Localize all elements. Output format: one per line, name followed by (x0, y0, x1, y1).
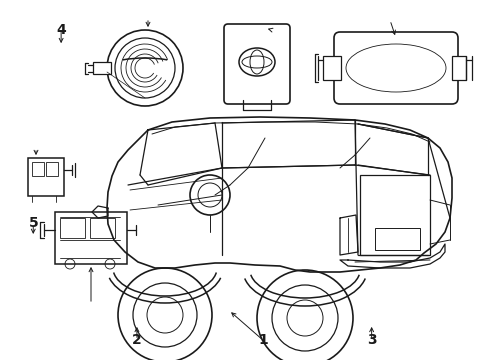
Bar (451, 56, 465, 80)
Bar (46, 162, 58, 176)
Bar (93, 62, 111, 74)
FancyBboxPatch shape (333, 32, 457, 104)
Text: 3: 3 (366, 333, 376, 347)
Bar (90, 218, 115, 238)
Text: 2: 2 (132, 333, 142, 347)
Bar (359, 175, 429, 255)
Text: 5: 5 (28, 216, 38, 230)
FancyBboxPatch shape (224, 24, 289, 104)
Bar (55, 212, 127, 264)
Bar (60, 218, 85, 238)
Bar (28, 158, 64, 196)
Bar (32, 162, 44, 176)
Bar (374, 228, 419, 250)
Bar (323, 56, 340, 80)
Text: 4: 4 (56, 23, 66, 36)
Text: 1: 1 (258, 333, 267, 347)
